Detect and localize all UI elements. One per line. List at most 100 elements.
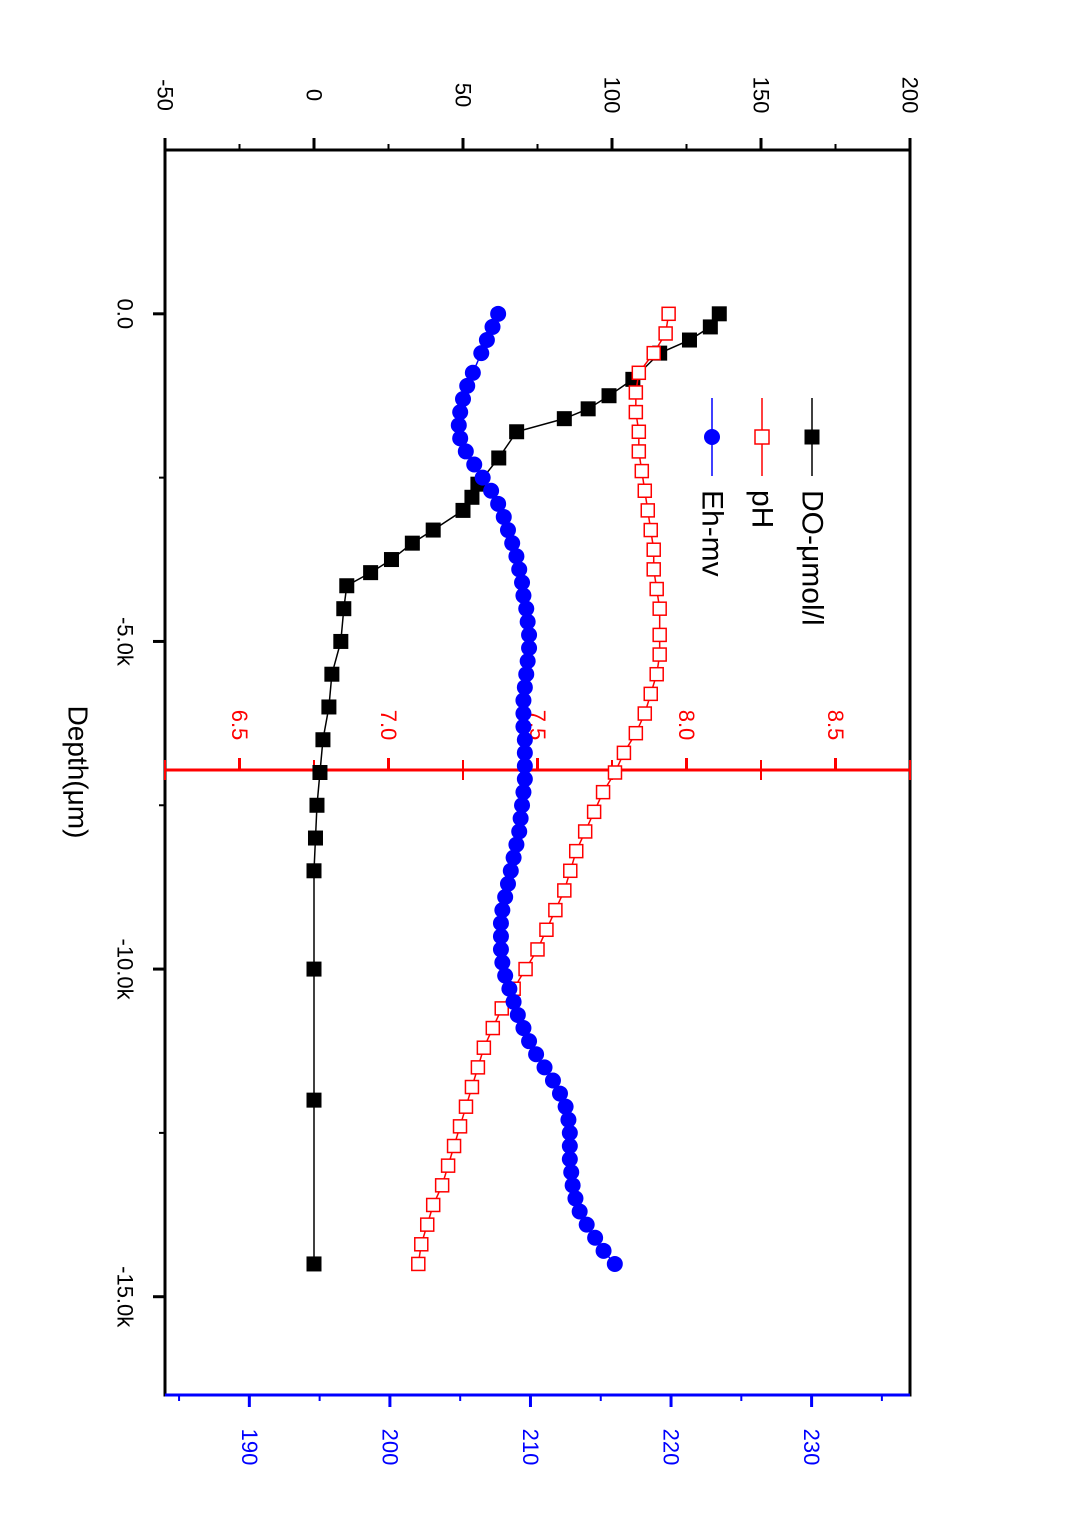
data-point	[455, 502, 471, 518]
data-point	[652, 647, 667, 662]
data-point	[637, 706, 653, 721]
data-point	[404, 535, 420, 551]
data-point	[561, 1124, 578, 1141]
data-point	[306, 961, 322, 977]
data-point	[567, 1190, 584, 1207]
depth-axis-tick-label: -5.0k	[113, 617, 138, 667]
ph-axis-tick-label: 8.0	[674, 710, 699, 741]
legend-label: pH	[746, 490, 779, 528]
data-point	[515, 718, 532, 735]
data-point	[383, 552, 399, 568]
do-axis-tick-label: 0	[302, 89, 327, 101]
data-point	[681, 332, 697, 348]
legend-marker	[704, 429, 720, 445]
data-point	[511, 561, 528, 578]
data-point	[521, 1033, 538, 1050]
data-point	[607, 765, 623, 780]
eh-axis-tick-label: 210	[518, 1429, 543, 1466]
data-point	[312, 765, 328, 780]
data-point	[499, 875, 516, 892]
data-point	[521, 626, 538, 643]
do-axis-tick-label: 150	[749, 77, 774, 114]
data-point	[516, 744, 533, 761]
eh-axis-tick-label: 200	[377, 1429, 402, 1466]
data-point	[512, 810, 529, 827]
series-1	[411, 306, 676, 1272]
data-point	[601, 388, 617, 404]
data-point	[321, 699, 337, 715]
data-point	[425, 1197, 441, 1213]
data-point	[652, 601, 667, 616]
data-point	[564, 1177, 581, 1194]
data-point	[452, 430, 469, 447]
plot-frame	[163, 148, 912, 1397]
data-point	[560, 1111, 577, 1128]
data-point	[509, 1006, 526, 1023]
data-point	[411, 1256, 426, 1272]
data-point	[309, 797, 325, 813]
data-point	[557, 1098, 574, 1115]
data-point	[563, 863, 578, 879]
data-point	[464, 1079, 480, 1095]
data-point	[505, 993, 522, 1010]
data-point	[637, 483, 653, 498]
data-point	[494, 954, 511, 971]
eh-axis-tick-label: 230	[799, 1429, 824, 1466]
data-point	[652, 627, 667, 643]
data-point	[491, 450, 507, 466]
data-point	[658, 326, 673, 341]
data-point	[516, 731, 533, 748]
data-point	[446, 1138, 462, 1154]
data-point	[508, 548, 525, 565]
plot-root: -50 0 50 100 150 200 0.0 -5.0k -10.0k -15.0k Depth…	[63, 77, 923, 1466]
data-point	[492, 941, 509, 958]
data-point	[515, 692, 532, 709]
data-point	[556, 411, 572, 427]
data-point	[711, 306, 727, 322]
data-point	[315, 732, 331, 748]
data-point	[640, 503, 656, 518]
legend: DO-μmol/l pH Eh-mv	[696, 398, 829, 626]
data-point	[450, 417, 467, 434]
data-point	[519, 653, 536, 670]
data-point	[497, 889, 514, 905]
data-point	[568, 843, 584, 859]
data-point	[515, 1020, 532, 1037]
data-point	[514, 574, 531, 591]
data-point	[458, 1099, 474, 1114]
data-point	[339, 578, 355, 594]
data-point	[470, 1060, 486, 1075]
data-point	[490, 305, 507, 322]
data-point	[466, 456, 483, 473]
data-point	[580, 401, 596, 417]
data-point	[539, 922, 554, 938]
data-point	[440, 1158, 456, 1173]
data-point	[494, 902, 511, 919]
data-point	[434, 1178, 450, 1193]
data-point	[474, 469, 491, 486]
data-point	[530, 942, 545, 957]
data-point	[502, 862, 519, 879]
data-point	[536, 1059, 553, 1076]
data-point	[306, 1092, 322, 1108]
data-point	[628, 404, 644, 420]
data-point	[306, 1256, 322, 1272]
data-point	[483, 482, 500, 499]
data-point	[419, 1217, 435, 1232]
data-point	[473, 345, 490, 362]
data-point	[551, 1085, 568, 1102]
data-point	[518, 961, 533, 977]
data-point	[515, 784, 532, 801]
data-point	[595, 1242, 612, 1259]
data-point	[511, 823, 528, 840]
data-point	[518, 600, 535, 617]
legend-marker	[804, 429, 820, 445]
data-point	[464, 364, 481, 381]
data-point	[616, 745, 632, 761]
data-point	[646, 562, 661, 577]
data-point	[336, 601, 352, 617]
data-point	[485, 1020, 501, 1036]
data-point	[455, 391, 471, 407]
data-point	[497, 967, 514, 984]
